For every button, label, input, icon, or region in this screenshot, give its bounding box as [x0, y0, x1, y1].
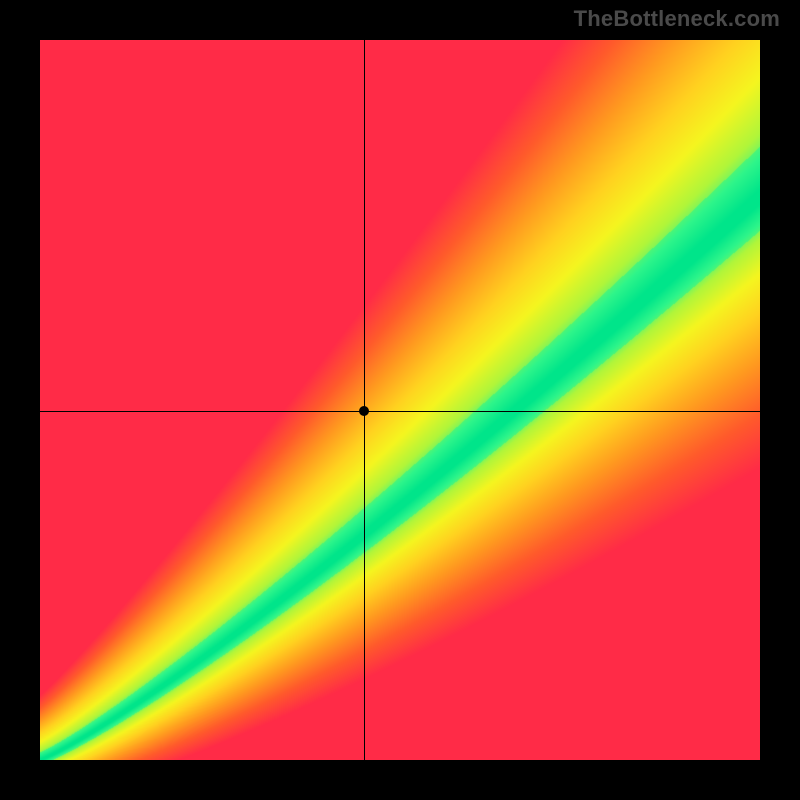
plot-area: [40, 40, 760, 760]
crosshair-vertical: [364, 40, 365, 760]
crosshair-marker-dot: [359, 406, 369, 416]
chart-container: TheBottleneck.com: [0, 0, 800, 800]
crosshair-horizontal: [40, 411, 760, 412]
heatmap-canvas: [40, 40, 760, 760]
watermark-text: TheBottleneck.com: [574, 6, 780, 32]
